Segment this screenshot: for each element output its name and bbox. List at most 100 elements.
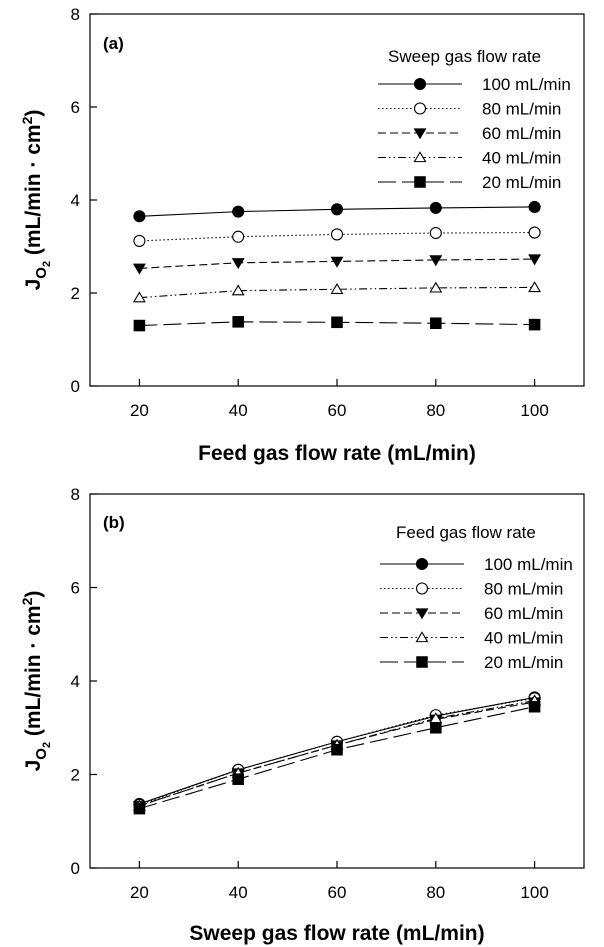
data-point [430, 721, 442, 734]
data-point [132, 291, 146, 303]
y-label-subscript-2: 2 [41, 742, 53, 748]
y-label-subscript: O [33, 748, 50, 760]
data-point [330, 256, 344, 268]
legend-marker [413, 128, 427, 140]
data-point [528, 254, 542, 266]
data-point [133, 210, 146, 223]
data-point [232, 205, 245, 218]
data-point [429, 226, 442, 240]
series-line [139, 232, 535, 242]
y-tick-label: 2 [71, 766, 80, 785]
legend-entry-label: 80 mL/min [482, 100, 561, 119]
plot-frame [89, 13, 585, 387]
x-tick-label: 80 [426, 401, 445, 420]
legend-marker [413, 77, 427, 91]
y-label-units: (mL/min · cm [22, 605, 45, 742]
data-point [330, 228, 344, 241]
data-point [331, 316, 343, 329]
y-label-symbol: J [22, 760, 45, 772]
x-tick-label: 100 [520, 401, 548, 420]
series-80-ml-min [133, 226, 541, 247]
data-point [429, 281, 443, 293]
x-tick-label: 60 [328, 883, 347, 902]
x-axis-label: Feed gas flow rate (mL/min) [198, 442, 476, 465]
y-axis-label: JO2 (mL/min · cm2) [19, 591, 53, 772]
series-20-ml-min [133, 316, 541, 332]
y-tick-label: 6 [71, 579, 80, 598]
legend-marker [413, 102, 427, 115]
y-tick-label: 6 [71, 98, 80, 117]
y-label-subscript: O [33, 267, 50, 279]
series-40-ml-min [132, 281, 542, 303]
data-point [330, 282, 344, 294]
legend-marker [416, 656, 428, 668]
legend-marker [415, 557, 429, 571]
legend-marker [415, 608, 429, 620]
x-tick-label: 40 [229, 401, 248, 420]
legend-entry-label: 80 mL/min [484, 580, 563, 599]
legend-marker [415, 582, 429, 595]
legend-entry-label: 40 mL/min [482, 149, 561, 168]
x-tick-label: 80 [426, 883, 445, 902]
chart-panel-a: 0 2 4 6 8 20 40 60 80 100 Feed gas flow rate (mL/m… [19, 5, 585, 465]
series-line [139, 286, 535, 299]
legend-entry-label: 20 mL/min [484, 653, 563, 672]
legend-entry-label: 100 mL/min [482, 75, 571, 94]
data-point [528, 200, 541, 214]
y-tick-label: 4 [71, 672, 80, 691]
series-line [139, 706, 535, 810]
legend-entry-label: 60 mL/min [484, 604, 563, 623]
data-point [232, 316, 244, 328]
legend-title: Feed gas flow rate [396, 523, 536, 542]
panel-label: (b) [103, 513, 125, 532]
legend-entry-label: 60 mL/min [482, 124, 561, 143]
y-tick-label: 8 [71, 485, 80, 504]
y-label-superscript: 2 [19, 597, 35, 605]
data-point [132, 263, 146, 275]
data-point [330, 203, 344, 216]
data-point [429, 201, 442, 214]
series-100-ml-min [133, 200, 541, 223]
x-tick-label: 20 [130, 401, 149, 420]
legend: Feed gas flow rate 100 mL/min 80 mL/min 60 … [380, 523, 573, 672]
data-point [528, 700, 541, 713]
x-axis-label: Sweep gas flow rate (mL/min) [189, 922, 484, 945]
y-axis-label: JO2 (mL/min · cm2) [19, 110, 53, 291]
y-label-units-close: ) [22, 591, 45, 598]
legend: Sweep gas flow rate 100 mL/min 80 mL/min 60… [378, 47, 571, 192]
data-point [528, 281, 542, 293]
data-point [231, 284, 245, 296]
data-point [232, 230, 245, 243]
legend-entry-label: 20 mL/min [482, 173, 561, 192]
x-tick-label: 40 [229, 883, 248, 902]
y-label-superscript: 2 [19, 116, 35, 124]
panel-label: (a) [103, 34, 124, 53]
legend-entry-label: 40 mL/min [484, 629, 563, 648]
legend-marker [415, 631, 429, 643]
plot-frame [89, 493, 585, 869]
data-point [232, 773, 244, 785]
data-point [133, 319, 146, 332]
y-tick-label: 0 [71, 377, 80, 396]
chart-panel-b: 0 2 4 6 8 20 40 60 80 100 Sweep gas flow rate (mL/… [19, 485, 585, 945]
data-point [231, 258, 245, 270]
x-tick-label: 100 [520, 883, 548, 902]
y-tick-label: 4 [71, 191, 80, 210]
y-label-units-close: ) [22, 110, 45, 117]
legend-marker [413, 151, 427, 163]
y-tick-label: 8 [71, 5, 80, 24]
legend-entry-label: 100 mL/min [484, 555, 573, 574]
y-tick-label: 0 [71, 859, 80, 878]
data-point [133, 802, 146, 815]
data-point [430, 317, 442, 329]
x-tick-label: 60 [328, 401, 347, 420]
y-label-symbol: J [22, 279, 45, 291]
legend-title: Sweep gas flow rate [388, 47, 541, 66]
data-point [331, 743, 343, 756]
x-tick-label: 20 [130, 883, 149, 902]
data-point [528, 226, 541, 239]
series-60-ml-min [132, 254, 542, 275]
y-label-units: (mL/min · cm [22, 124, 45, 261]
data-point [429, 255, 443, 267]
